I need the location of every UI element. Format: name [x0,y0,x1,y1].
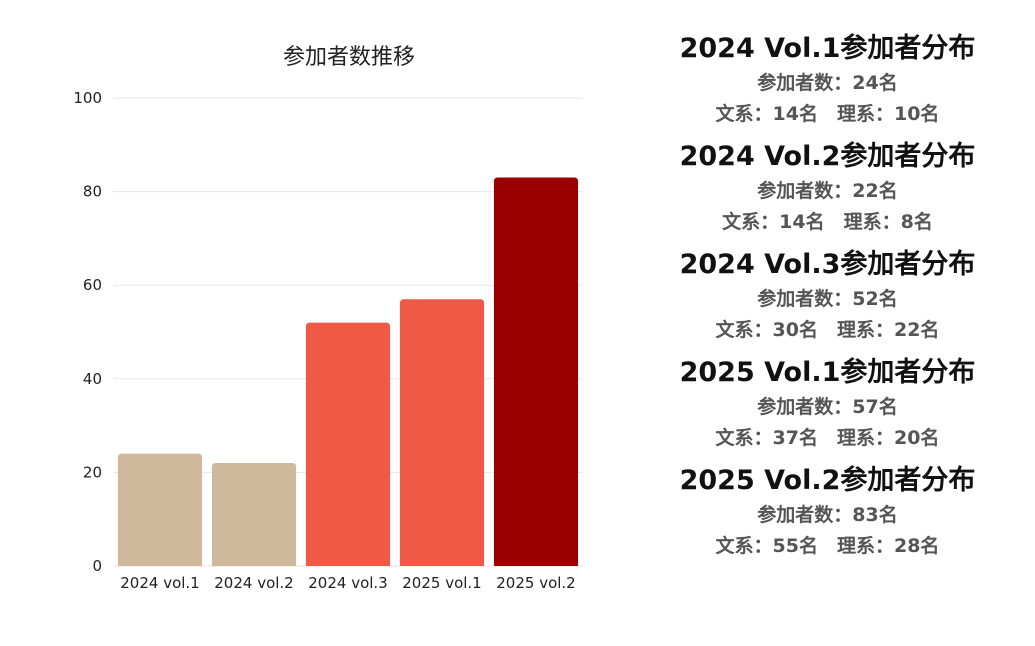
summary-title: 2024 Vol.3参加者分布 [679,249,976,280]
summary-breakdown: 文系：14名 理系：8名 [722,211,933,233]
summary-block-2024-vol2: 2024 Vol.2参加者分布 参加者数：22名 文系：14名 理系：8名 [640,138,1015,238]
x-tick-label: 2025 vol.2 [496,574,575,592]
y-tick-label: 80 [83,183,102,201]
participant-trend-chart: 参加者数推移 0 20 40 60 80 100 2024 vol.1 2024 vol.2… [73,45,583,592]
summary-block-2024-vol3: 2024 Vol.3参加者分布 参加者数：52名 文系：30名 理系：22名 [640,246,1015,346]
bar-2024-vol-2 [211,463,297,566]
chart-title: 参加者数推移 [283,45,415,70]
summary-breakdown: 文系：55名 理系：28名 [715,535,940,557]
summary-block-2025-vol1: 2025 Vol.1参加者分布 参加者数：57名 文系：37名 理系：20名 [640,354,1015,454]
summary-total: 参加者数：57名 [757,396,898,418]
bar-2024-vol-1 [117,453,203,566]
chart-canvas: 参加者数推移 0 20 40 60 80 100 2024 vol.1 2024 vol.2… [73,45,583,592]
summary-title: 2025 Vol.1参加者分布 [679,357,976,388]
y-axis-ticks: 0 20 40 60 80 100 [73,89,102,575]
summary-total: 参加者数：52名 [757,288,898,310]
summary-breakdown: 文系：14名 理系：10名 [715,103,940,125]
y-tick-label: 0 [92,557,102,575]
summary-title: 2024 Vol.1参加者分布 [679,33,976,64]
summary-breakdown: 文系：37名 理系：20名 [715,427,940,449]
summary-breakdown: 文系：30名 理系：22名 [715,319,940,341]
y-tick-label: 40 [83,370,102,388]
summary-total: 参加者数：83名 [757,504,898,526]
x-tick-label: 2024 vol.1 [120,574,199,592]
bars [117,177,579,566]
x-tick-label: 2024 vol.3 [308,574,387,592]
y-tick-label: 20 [83,463,102,481]
summary-title: 2025 Vol.2参加者分布 [679,465,976,496]
x-axis-ticks: 2024 vol.1 2024 vol.2 2024 vol.3 2025 vol.1… [120,574,575,592]
y-tick-label: 60 [83,276,102,294]
summary-total: 参加者数：24名 [757,72,898,94]
bar-2025-vol-2 [493,177,579,566]
y-tick-label: 100 [73,89,102,107]
x-tick-label: 2024 vol.2 [214,574,293,592]
summary-block-2024-vol1: 2024 Vol.1参加者分布 参加者数：24名 文系：14名 理系：10名 [640,30,1015,130]
summary-total: 参加者数：22名 [757,180,898,202]
summary-block-2025-vol2: 2025 Vol.2参加者分布 参加者数：83名 文系：55名 理系：28名 [640,462,1015,562]
bar-2025-vol-1 [399,299,485,566]
participant-summary-panel: 2024 Vol.1参加者分布 参加者数：24名 文系：14名 理系：10名 2… [640,30,1015,570]
summary-title: 2024 Vol.2参加者分布 [679,141,976,172]
bar-2024-vol-3 [305,322,391,566]
x-tick-label: 2025 vol.1 [402,574,481,592]
